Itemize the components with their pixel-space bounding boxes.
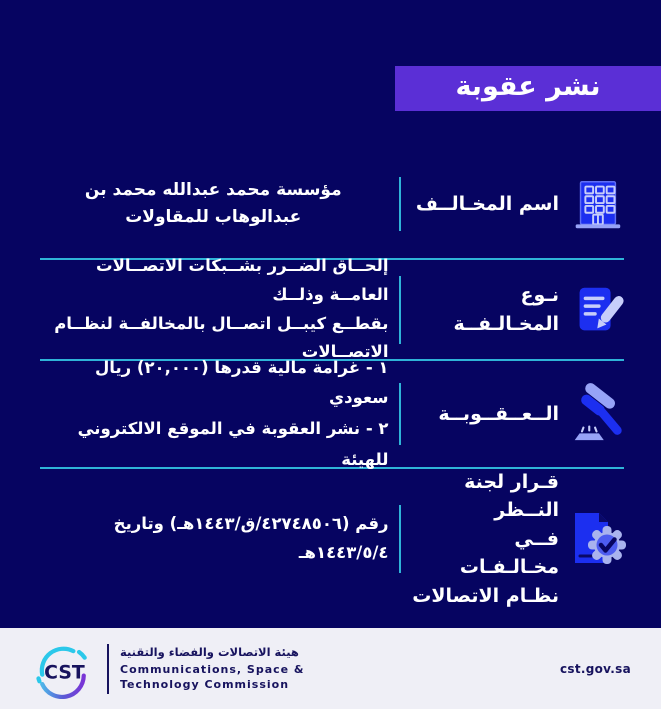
organization-names: هيئة الاتصالات والفضاء والتقنية Communic…: [120, 645, 305, 693]
label-divider-line: [398, 177, 401, 231]
row-violator-name: اسم المخـالــف مؤسسة محمد عبدالله محمد ب…: [0, 150, 661, 258]
gavel-icon: [565, 383, 629, 445]
row-committee-decision: قـرار لجنة النــظر فــي مخـالـفـات نظـام…: [0, 469, 661, 609]
org-name-english-line2: Technology Commission: [120, 678, 290, 691]
row-violation-type: نـوع المخـالـفــة إلحــاق الضــرر بشــبك…: [0, 256, 661, 361]
label-divider-line: [398, 275, 401, 344]
website-link[interactable]: cst.gov.sa: [559, 661, 631, 676]
penalty-value: ١ - غرامة مالية قدرها (٢٠,٠٠٠) ريال سعود…: [77, 357, 389, 469]
row-divider: [40, 258, 624, 260]
cst-logo: CST هيئة الاتصالات والفضاء والتقنية Comm…: [30, 639, 305, 699]
org-name-english-line1: Communications, Space &: [120, 662, 305, 676]
cst-logo-mark: CST: [36, 646, 87, 699]
row-label-violation-type: نـوع المخـالـفــة: [453, 284, 559, 335]
row-label-penalty: الــعــقــوبــة: [438, 402, 559, 425]
label-divider-line: [398, 505, 401, 573]
row-label-violator-name: اسم المخـالــف: [415, 192, 559, 215]
logo-separator: [107, 643, 109, 694]
document-pencil-icon: [565, 279, 629, 341]
svg-text:CST: CST: [44, 662, 85, 683]
building-icon: [565, 173, 629, 235]
decision-number-value: رقم (٤٢٧٤٨٥٠٦/ق/١٤٤٣هـ) وتاريخ ١٤٤٣/٥/٤ه…: [113, 514, 389, 562]
violator-name-value: مؤسسة محمد عبدالله محمد بن عبدالوهاب للم…: [84, 179, 342, 227]
row-divider: [40, 359, 624, 361]
footer: CST هيئة الاتصالات والفضاء والتقنية Comm…: [0, 628, 661, 709]
decision-document-icon: [565, 506, 629, 572]
org-name-arabic: هيئة الاتصالات والفضاء والتقنية: [120, 644, 299, 659]
row-label-committee-decision: قـرار لجنة النــظر فــي مخـالـفـات نظـام…: [412, 470, 559, 607]
info-rows: اسم المخـالــف مؤسسة محمد عبدالله محمد ب…: [0, 150, 661, 609]
banner-title: نشر عقوبة: [395, 66, 661, 111]
violation-type-value: إلحــاق الضــرر بشــبكات الاتصــالات الع…: [54, 255, 389, 362]
row-divider: [40, 467, 624, 469]
label-divider-line: [398, 383, 401, 445]
row-penalty: الــعــقــوبــة ١ - غرامة مالية قدرها (٢…: [0, 358, 661, 469]
